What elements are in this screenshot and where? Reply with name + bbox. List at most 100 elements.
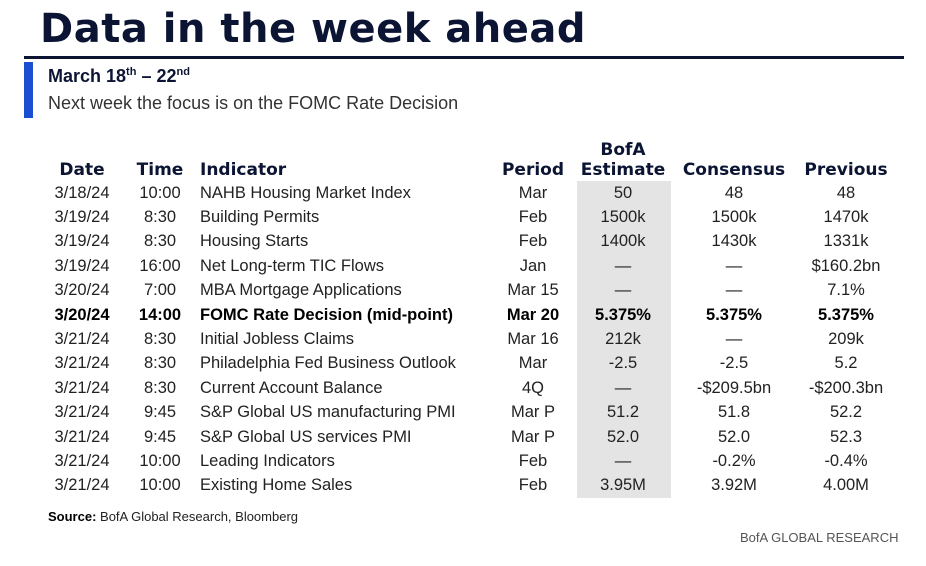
cell-time: 16:00 <box>139 256 181 275</box>
cell-indicator: Current Account Balance <box>200 378 383 397</box>
cell-date: 3/19/24 <box>54 232 110 251</box>
header-estimate-line2: Estimate <box>580 160 666 180</box>
cell-consensus: 1430k <box>711 232 757 251</box>
cell-consensus: 52.0 <box>717 427 751 446</box>
cell-estimate: 51.2 <box>606 403 640 422</box>
cell-estimate: -2.5 <box>608 354 638 373</box>
cell-time: 8:30 <box>143 208 177 227</box>
cell-date: 3/18/24 <box>54 183 110 202</box>
table-row: 3/21/24 10:00 Existing Home Sales Feb 3.95M 3… <box>40 474 894 498</box>
cell-period: Feb <box>518 208 548 227</box>
cell-indicator: FOMC Rate Decision (mid-point) <box>200 305 453 324</box>
cell-time: 10:00 <box>139 183 181 202</box>
cell-period: Mar 15 <box>507 281 559 300</box>
brand-footer: BofA GLOBAL RESEARCH <box>740 530 899 545</box>
cell-indicator: Initial Jobless Claims <box>200 330 355 349</box>
cell-previous: 1470k <box>823 208 869 227</box>
title-rule <box>24 56 904 59</box>
cell-estimate: 3.95M <box>600 476 646 495</box>
table-row: 3/18/24 10:00 NAHB Housing Market Index Mar… <box>40 181 894 205</box>
cell-indicator: Housing Starts <box>200 232 309 251</box>
header-estimate: BofA Estimate <box>576 130 670 181</box>
cell-estimate: 50 <box>613 183 633 202</box>
cell-date: 3/20/24 <box>54 305 110 324</box>
header-consensus: Consensus <box>682 160 786 180</box>
cell-time: 9:45 <box>143 403 177 422</box>
cell-period: Mar <box>518 183 548 202</box>
cell-previous: 52.3 <box>829 427 863 446</box>
cell-period: Mar P <box>510 403 555 422</box>
cell-date: 3/21/24 <box>54 451 110 470</box>
header-indicator: Indicator <box>200 160 287 180</box>
date-range-heading: March 18th – 22nd <box>48 66 190 87</box>
cell-date: 3/21/24 <box>54 476 110 495</box>
cell-consensus: 3.92M <box>711 476 757 495</box>
cell-estimate: 212k <box>605 330 641 349</box>
cell-date: 3/21/24 <box>54 378 110 397</box>
cell-consensus: -$209.5bn <box>696 378 772 397</box>
header-time: Time <box>136 160 184 180</box>
cell-consensus: -2.5 <box>719 354 749 373</box>
subtitle: Next week the focus is on the FOMC Rate … <box>48 93 459 113</box>
cell-time: 8:30 <box>143 354 177 373</box>
header-estimate-line1: BofA <box>600 140 646 160</box>
data-calendar-table: Date Time Indicator Period BofA Estimate … <box>40 130 894 498</box>
cell-time: 9:45 <box>143 427 177 446</box>
cell-date: 3/21/24 <box>54 403 110 422</box>
table-row: 3/19/24 16:00 Net Long-term TIC Flows Jan — —… <box>40 254 894 278</box>
cell-indicator: Net Long-term TIC Flows <box>200 256 384 275</box>
table-row: 3/21/24 10:00 Leading Indicators Feb — -0.2% -… <box>40 449 894 473</box>
cell-consensus: — <box>725 281 743 300</box>
source-text: BofA Global Research, Bloomberg <box>96 509 299 524</box>
cell-indicator: S&P Global US manufacturing PMI <box>200 403 456 422</box>
table-row: 3/21/24 9:45 S&P Global US manufacturing P… <box>40 401 894 425</box>
cell-estimate: 5.375% <box>595 305 651 324</box>
table-row: 3/21/24 9:45 S&P Global US services PMI Mar… <box>40 425 894 449</box>
cell-time: 14:00 <box>138 305 182 324</box>
cell-indicator: Existing Home Sales <box>200 476 353 495</box>
source-label: Source: <box>48 509 97 524</box>
cell-previous: -$200.3bn <box>808 378 884 397</box>
table-body: 3/18/24 10:00 NAHB Housing Market Index Mar… <box>40 181 894 498</box>
cell-period: Jan <box>519 256 547 275</box>
source-note: Source: BofA Global Research, Bloomberg <box>48 509 298 524</box>
table-row: 3/19/24 8:30 Building Permits Feb 1500k 1500k… <box>40 205 894 229</box>
cell-estimate: — <box>614 451 632 470</box>
page-title: Data in the week ahead <box>40 6 586 52</box>
cell-previous: 209k <box>828 330 864 349</box>
cell-estimate: 52.0 <box>606 427 640 446</box>
table-row: 3/21/24 8:30 Initial Jobless Claims Mar 16 2… <box>40 327 894 351</box>
cell-time: 8:30 <box>143 378 177 397</box>
date-range-start-suffix: th <box>126 66 137 78</box>
cell-time: 8:30 <box>143 232 177 251</box>
cell-previous: 7.1% <box>827 281 865 300</box>
cell-estimate: 1500k <box>600 208 646 227</box>
cell-period: Mar 16 <box>507 330 559 349</box>
cell-consensus: 48 <box>724 183 744 202</box>
cell-period: Mar 20 <box>506 305 560 324</box>
cell-previous: -0.4% <box>824 451 868 470</box>
cell-time: 8:30 <box>143 330 177 349</box>
table-row: 3/20/24 7:00 MBA Mortgage Applications Mar … <box>40 279 894 303</box>
cell-consensus: — <box>725 256 743 275</box>
cell-period: Feb <box>518 232 548 251</box>
cell-consensus: -0.2% <box>712 451 756 470</box>
table-row: 3/20/24 14:00 FOMC Rate Decision (mid-poin… <box>40 303 894 327</box>
cell-consensus: 51.8 <box>717 403 751 422</box>
date-range-end: – 22 <box>136 66 177 86</box>
cell-previous: 5.375% <box>818 305 874 324</box>
cell-previous: $160.2bn <box>811 256 881 275</box>
cell-indicator: MBA Mortgage Applications <box>200 281 402 300</box>
date-range-end-suffix: nd <box>176 66 190 78</box>
cell-date: 3/21/24 <box>54 354 110 373</box>
cell-previous: 1331k <box>823 232 869 251</box>
cell-date: 3/19/24 <box>54 208 110 227</box>
cell-estimate: — <box>614 378 632 397</box>
cell-period: Feb <box>518 451 548 470</box>
table-row: 3/21/24 8:30 Philadelphia Fed Business Out… <box>40 352 894 376</box>
cell-period: Feb <box>518 476 548 495</box>
header-period: Period <box>501 160 565 180</box>
cell-period: Mar P <box>510 427 555 446</box>
cell-estimate: 1400k <box>600 232 646 251</box>
cell-previous: 5.2 <box>834 354 858 373</box>
